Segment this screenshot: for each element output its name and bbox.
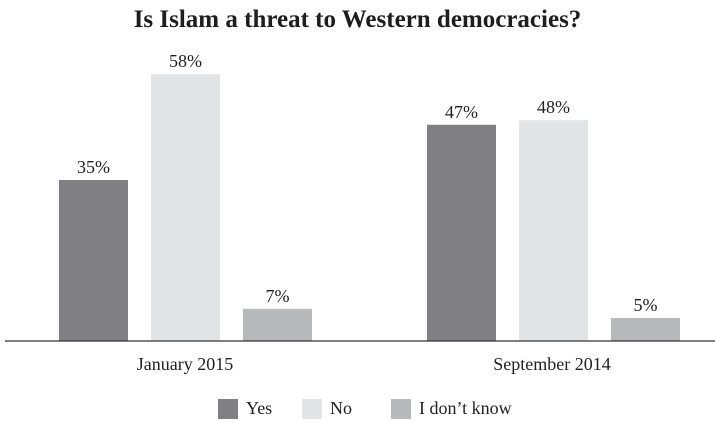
bar-i-don-t-know-1 <box>611 318 680 341</box>
data-label: 58% <box>169 51 202 71</box>
data-label: 47% <box>445 102 478 122</box>
bar-no-0 <box>151 74 220 341</box>
legend-item-no: No <box>302 398 352 419</box>
legend-label-dont-know: I don’t know <box>419 398 512 418</box>
data-label: 48% <box>537 97 570 117</box>
legend-label-yes: Yes <box>246 398 273 418</box>
bar-i-don-t-know-0 <box>243 308 312 341</box>
bar-chart: 35% 58% 7% January 2015 47% 48% 5% September 20… <box>5 51 715 374</box>
legend-label-no: No <box>330 398 352 418</box>
legend-swatch-yes <box>218 398 238 419</box>
category-label: January 2015 <box>137 354 233 374</box>
data-label: 35% <box>77 157 110 177</box>
bar-yes-1 <box>427 124 496 341</box>
chart-title: Is Islam a threat to Western democracies… <box>133 6 582 33</box>
legend-swatch-no <box>302 398 322 419</box>
bar-yes-0 <box>59 180 128 341</box>
legend-item-dont-know: I don’t know <box>391 398 512 419</box>
bar-no-1 <box>519 120 588 341</box>
category-label: September 2014 <box>493 354 610 374</box>
legend-swatch-dont-know <box>391 398 411 419</box>
data-label: 5% <box>634 295 658 315</box>
legend: Yes No I don’t know <box>0 398 715 422</box>
legend-item-yes: Yes <box>218 398 272 419</box>
data-label: 7% <box>266 286 290 306</box>
